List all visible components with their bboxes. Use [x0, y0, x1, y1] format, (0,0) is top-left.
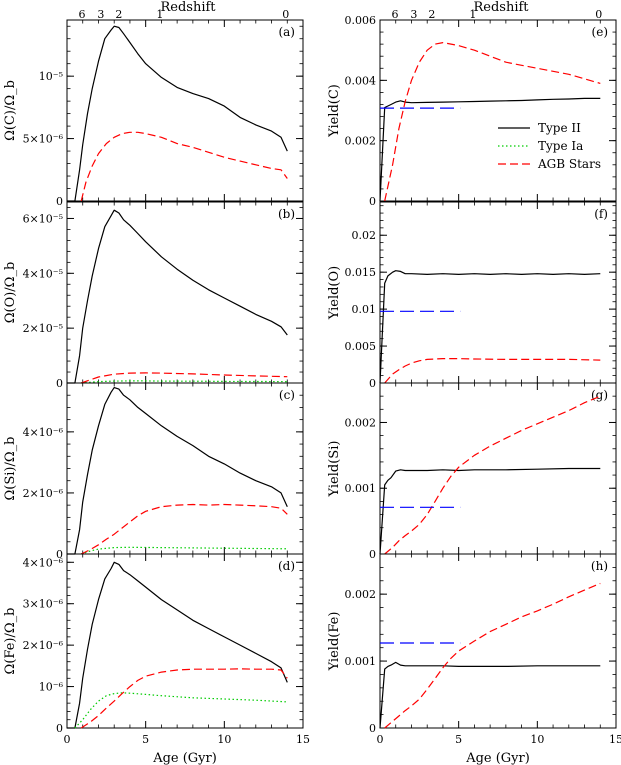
- series-line-agb: [384, 41, 601, 202]
- series-line-type-ia: [81, 546, 288, 555]
- redshift-tick-label: 1: [469, 8, 476, 21]
- y-axis-label: Yield(C): [327, 84, 342, 138]
- x-tick-label: 0: [64, 733, 71, 746]
- y-tick-label: 0.001: [345, 482, 377, 495]
- series-line-type-ia: [81, 380, 288, 384]
- panel-frame: [66, 201, 304, 384]
- panel-label: (c): [279, 388, 295, 402]
- redshift-tick-label: 0: [282, 8, 289, 21]
- y-axis-label: Yield(Fe): [327, 612, 342, 672]
- y-tick-label: 0.002: [345, 588, 377, 601]
- y-tick-label: 2×10⁻⁶: [23, 639, 64, 652]
- x-axis-label: Age (Gyr): [465, 751, 530, 765]
- series-line-agb: [80, 503, 288, 555]
- y-tick-label: 5×10⁻⁶: [23, 133, 64, 146]
- y-axis-label: Ω(C)/Ω_b: [3, 80, 18, 141]
- redshift-tick-label: 3: [410, 8, 417, 21]
- series-line-type-ii: [67, 387, 288, 555]
- y-tick-label: 0: [56, 722, 63, 735]
- y-tick-label: 0: [369, 377, 376, 390]
- series-line-agb: [384, 358, 601, 384]
- panel-frame: [379, 201, 617, 384]
- y-tick-label: 0.01: [352, 303, 377, 316]
- series-line-type-ii: [379, 467, 601, 555]
- y-tick-label: 0.006: [345, 14, 377, 27]
- panel-label: (d): [278, 559, 295, 573]
- x-tick-label: 10: [530, 733, 544, 746]
- redshift-tick-label: 2: [115, 8, 122, 21]
- y-tick-label: 0.001: [345, 655, 377, 668]
- series-line-agb: [81, 372, 288, 384]
- x-tick-label: 15: [609, 733, 621, 746]
- y-tick-label: 0.004: [345, 74, 377, 87]
- y-axis-label: Yield(O): [327, 266, 342, 321]
- y-tick-label: 10⁻⁶: [39, 681, 64, 694]
- y-tick-label: 2×10⁻⁶: [23, 487, 64, 500]
- y-tick-label: 0: [56, 548, 63, 561]
- y-tick-label: 0: [369, 195, 376, 208]
- redshift-tick-label: 6: [391, 8, 398, 21]
- y-tick-label: 0.002: [345, 135, 377, 148]
- series-line-type-ii: [379, 661, 601, 729]
- y-tick-label: 4×10⁻⁶: [23, 556, 64, 569]
- y-tick-label: 0.02: [352, 229, 377, 242]
- panel-label: (g): [591, 388, 608, 402]
- y-tick-label: 0: [56, 195, 63, 208]
- redshift-tick-label: 0: [595, 8, 602, 21]
- x-tick-label: 15: [296, 733, 310, 746]
- y-tick-label: 0: [369, 548, 376, 561]
- x-tick-label: 0: [377, 733, 384, 746]
- y-axis-label: Ω(Si)/Ω_b: [3, 437, 18, 501]
- legend-label: AGB Stars: [537, 157, 601, 171]
- series-line-type-ii: [67, 25, 288, 202]
- y-axis-label: Ω(Fe)/Ω_b: [3, 608, 18, 675]
- legend-label: Type II: [538, 121, 581, 135]
- x-tick-label: 5: [142, 733, 149, 746]
- series-line-type-ii: [379, 270, 601, 384]
- panel-label: (a): [278, 25, 295, 39]
- x-tick-label: 10: [217, 733, 231, 746]
- panel-label: (e): [592, 25, 608, 39]
- redshift-tick-label: 6: [78, 8, 85, 21]
- series-line-agb: [384, 582, 601, 729]
- series-line-type-ii: [379, 97, 601, 202]
- panel-frame: [379, 19, 617, 202]
- y-tick-label: 4×10⁻⁶: [23, 426, 64, 439]
- redshift-tick-label: 3: [97, 8, 104, 21]
- redshift-axis-label: Redshift: [160, 0, 216, 15]
- y-tick-label: 3×10⁻⁶: [23, 598, 64, 611]
- x-tick-label: 5: [455, 733, 462, 746]
- y-tick-label: 0.002: [345, 416, 377, 429]
- redshift-tick-label: 2: [428, 8, 435, 21]
- y-tick-label: 6×10⁻⁵: [23, 212, 63, 225]
- y-tick-label: 4×10⁻⁵: [23, 267, 63, 280]
- y-tick-label: 10⁻⁵: [39, 70, 63, 83]
- legend-label: Type Ia: [538, 139, 583, 153]
- panel-label: (b): [278, 207, 295, 221]
- y-axis-label: Yield(Si): [327, 441, 342, 498]
- y-tick-label: 0.005: [345, 340, 377, 353]
- y-tick-label: 0: [369, 722, 376, 735]
- redshift-axis-label: Redshift: [473, 0, 529, 15]
- panel-label: (h): [591, 559, 608, 573]
- panel-frame: [66, 382, 304, 555]
- series-line-agb: [80, 668, 288, 729]
- series-line-type-ii: [67, 561, 288, 729]
- panel-frame: [379, 553, 617, 729]
- y-tick-label: 0: [56, 377, 63, 390]
- panel-frame: [66, 553, 304, 729]
- series-line-agb: [384, 395, 601, 555]
- panel-frame: [66, 19, 304, 202]
- y-tick-label: 2×10⁻⁵: [23, 322, 63, 335]
- series-line-type-ia: [74, 692, 288, 729]
- x-axis-label: Age (Gyr): [152, 751, 217, 765]
- y-axis-label: Ω(O)/Ω_b: [3, 262, 18, 324]
- series-line-type-ii: [67, 209, 288, 384]
- redshift-tick-label: 1: [156, 8, 163, 21]
- series-line-agb: [80, 131, 288, 202]
- y-tick-label: 0.015: [345, 266, 377, 279]
- panel-label: (f): [594, 207, 608, 221]
